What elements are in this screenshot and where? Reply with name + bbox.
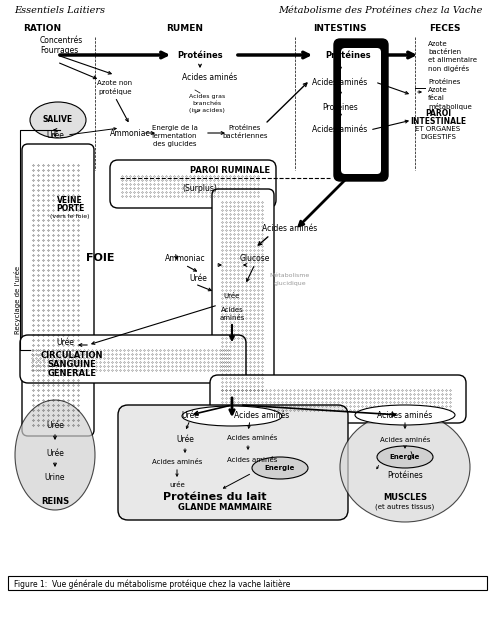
Text: protéique: protéique bbox=[98, 88, 132, 95]
Text: (Surplus): (Surplus) bbox=[183, 184, 217, 193]
Text: Azote: Azote bbox=[428, 41, 447, 47]
Text: Concentrés: Concentrés bbox=[40, 35, 83, 45]
Text: Protéines du lait: Protéines du lait bbox=[163, 492, 267, 502]
Text: branchés: branchés bbox=[193, 100, 222, 106]
Bar bbox=[8, 576, 487, 590]
Text: bactériennes: bactériennes bbox=[222, 133, 268, 139]
Text: Fourrages: Fourrages bbox=[40, 45, 78, 54]
Text: Acides aminés: Acides aminés bbox=[312, 125, 368, 134]
Text: Energie de la: Energie de la bbox=[152, 125, 198, 131]
Text: Ammoniac: Ammoniac bbox=[110, 129, 150, 138]
Ellipse shape bbox=[30, 102, 86, 138]
Text: Urée: Urée bbox=[176, 435, 194, 445]
FancyBboxPatch shape bbox=[341, 48, 381, 174]
FancyBboxPatch shape bbox=[334, 39, 388, 181]
Ellipse shape bbox=[15, 400, 95, 510]
FancyBboxPatch shape bbox=[22, 144, 94, 436]
Text: GLANDE MAMMAIRE: GLANDE MAMMAIRE bbox=[178, 502, 272, 511]
Text: aminés: aminés bbox=[219, 315, 245, 321]
Text: Acides aminés: Acides aminés bbox=[227, 435, 277, 441]
Text: Protéines: Protéines bbox=[322, 102, 358, 111]
Text: MUSCLES: MUSCLES bbox=[383, 493, 427, 502]
Text: Urée: Urée bbox=[56, 337, 74, 346]
Text: Azote: Azote bbox=[428, 87, 447, 93]
Text: Protéines: Protéines bbox=[387, 470, 423, 479]
Text: REINS: REINS bbox=[41, 497, 69, 506]
Text: bactérien: bactérien bbox=[428, 49, 461, 55]
Text: Métabolisme des Protéines chez la Vache: Métabolisme des Protéines chez la Vache bbox=[279, 6, 483, 15]
Ellipse shape bbox=[90, 215, 330, 315]
Text: Acides aminés: Acides aminés bbox=[234, 410, 290, 419]
Text: fermentation: fermentation bbox=[152, 133, 198, 139]
Text: CIRCULATION: CIRCULATION bbox=[41, 351, 103, 360]
Text: FECES: FECES bbox=[429, 24, 461, 33]
Text: urée: urée bbox=[169, 482, 185, 488]
Text: PAROI RUMINALE: PAROI RUMINALE bbox=[190, 166, 270, 175]
Text: Urée: Urée bbox=[224, 293, 240, 299]
Text: Urine: Urine bbox=[45, 474, 65, 483]
FancyBboxPatch shape bbox=[20, 335, 246, 383]
Text: INTESTINS: INTESTINS bbox=[313, 24, 367, 33]
Text: fécal: fécal bbox=[428, 95, 445, 101]
Text: Acides aminés: Acides aminés bbox=[227, 457, 277, 463]
Text: Acides aminés: Acides aminés bbox=[312, 77, 368, 86]
Bar bbox=[8, 23, 487, 590]
Text: Energie: Energie bbox=[265, 465, 295, 471]
Ellipse shape bbox=[340, 412, 470, 522]
Text: PAROI: PAROI bbox=[425, 109, 451, 118]
Text: et alimentaire: et alimentaire bbox=[428, 57, 477, 63]
Text: Urée: Urée bbox=[189, 273, 207, 282]
Ellipse shape bbox=[182, 406, 282, 426]
Text: (iso acides): (iso acides) bbox=[189, 108, 225, 113]
Ellipse shape bbox=[252, 457, 308, 479]
Text: Protéines: Protéines bbox=[177, 51, 223, 60]
Text: FOIE: FOIE bbox=[86, 253, 114, 263]
Text: Protéines: Protéines bbox=[428, 79, 460, 85]
Text: RUMEN: RUMEN bbox=[166, 24, 203, 33]
Text: des glucides: des glucides bbox=[153, 141, 197, 147]
Text: Urée: Urée bbox=[46, 420, 64, 429]
FancyBboxPatch shape bbox=[118, 405, 348, 520]
Text: Essentiels Laitiers: Essentiels Laitiers bbox=[14, 6, 105, 15]
Text: SANGUINE: SANGUINE bbox=[48, 360, 97, 369]
Text: (et autres tissus): (et autres tissus) bbox=[375, 504, 435, 510]
FancyBboxPatch shape bbox=[210, 375, 466, 423]
Text: (vers le foie): (vers le foie) bbox=[50, 214, 90, 218]
Text: Ammoniac: Ammoniac bbox=[165, 253, 205, 262]
Text: Urée: Urée bbox=[181, 410, 199, 419]
Text: métabolique: métabolique bbox=[428, 102, 472, 109]
Text: Urée: Urée bbox=[46, 131, 64, 140]
Ellipse shape bbox=[105, 35, 315, 185]
Text: PORTE: PORTE bbox=[56, 204, 84, 212]
Text: ET ORGANES: ET ORGANES bbox=[415, 126, 460, 132]
Ellipse shape bbox=[355, 405, 455, 425]
Text: Acides: Acides bbox=[221, 307, 244, 313]
Text: RATION: RATION bbox=[23, 24, 61, 33]
Text: Acides aminés: Acides aminés bbox=[152, 459, 202, 465]
Text: Glucose: Glucose bbox=[240, 253, 270, 262]
Ellipse shape bbox=[377, 446, 433, 468]
Text: Acides aminés: Acides aminés bbox=[262, 223, 318, 232]
Text: Acides aminés: Acides aminés bbox=[182, 72, 238, 81]
Text: Acides gras: Acides gras bbox=[189, 93, 225, 99]
Text: Figure 1:  Vue générale du métabolisme protéique chez la vache laitière: Figure 1: Vue générale du métabolisme pr… bbox=[14, 579, 291, 589]
Text: Recyclage de l'urée: Recyclage de l'urée bbox=[14, 266, 21, 334]
Text: Métabolisme: Métabolisme bbox=[270, 273, 310, 278]
Text: VEINE: VEINE bbox=[57, 195, 83, 205]
Text: INTESTINALE: INTESTINALE bbox=[410, 116, 466, 125]
Text: Protéines: Protéines bbox=[325, 51, 371, 60]
Text: glucidique: glucidique bbox=[274, 280, 306, 285]
Text: non digérés: non digérés bbox=[428, 65, 469, 72]
Text: Azote non: Azote non bbox=[98, 80, 133, 86]
FancyBboxPatch shape bbox=[110, 160, 276, 208]
Text: Urée: Urée bbox=[46, 449, 64, 458]
Text: SALIVE: SALIVE bbox=[43, 115, 73, 124]
Text: Acides aminés: Acides aminés bbox=[380, 437, 430, 443]
Text: Protéines: Protéines bbox=[229, 125, 261, 131]
Text: Energie: Energie bbox=[390, 454, 420, 460]
Text: GENERALE: GENERALE bbox=[48, 369, 97, 378]
FancyBboxPatch shape bbox=[212, 189, 274, 401]
Text: Acides aminés: Acides aminés bbox=[377, 410, 433, 419]
Text: DIGESTIFS: DIGESTIFS bbox=[420, 134, 456, 140]
